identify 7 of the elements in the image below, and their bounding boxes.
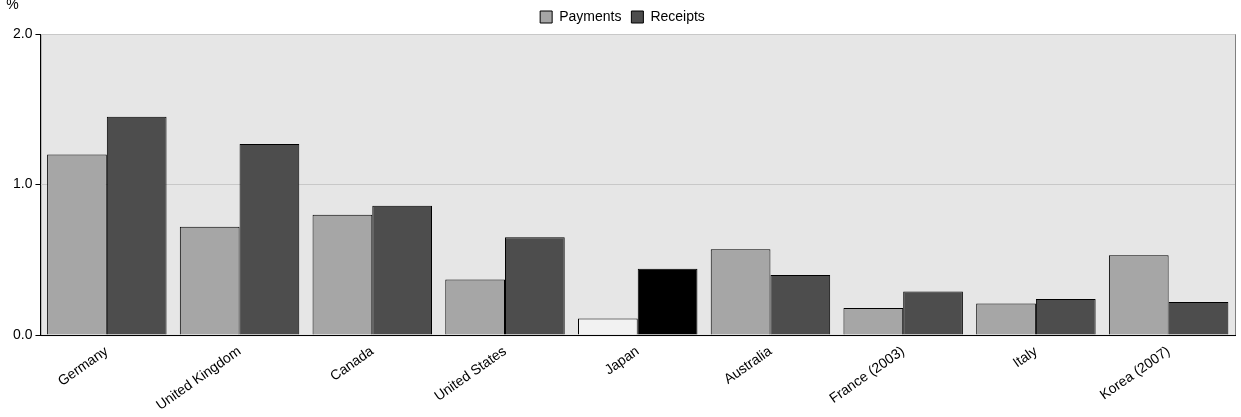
legend-label: Payments xyxy=(559,7,622,24)
y-tick-label: 2.0 xyxy=(12,24,33,41)
legend-label: Receipts xyxy=(650,7,705,24)
y-tick-label: 1.0 xyxy=(12,175,33,192)
y-axis-title: % xyxy=(6,0,19,12)
x-tick-label: Italy xyxy=(1009,342,1040,371)
y-tick-label: 0.0 xyxy=(12,325,33,342)
